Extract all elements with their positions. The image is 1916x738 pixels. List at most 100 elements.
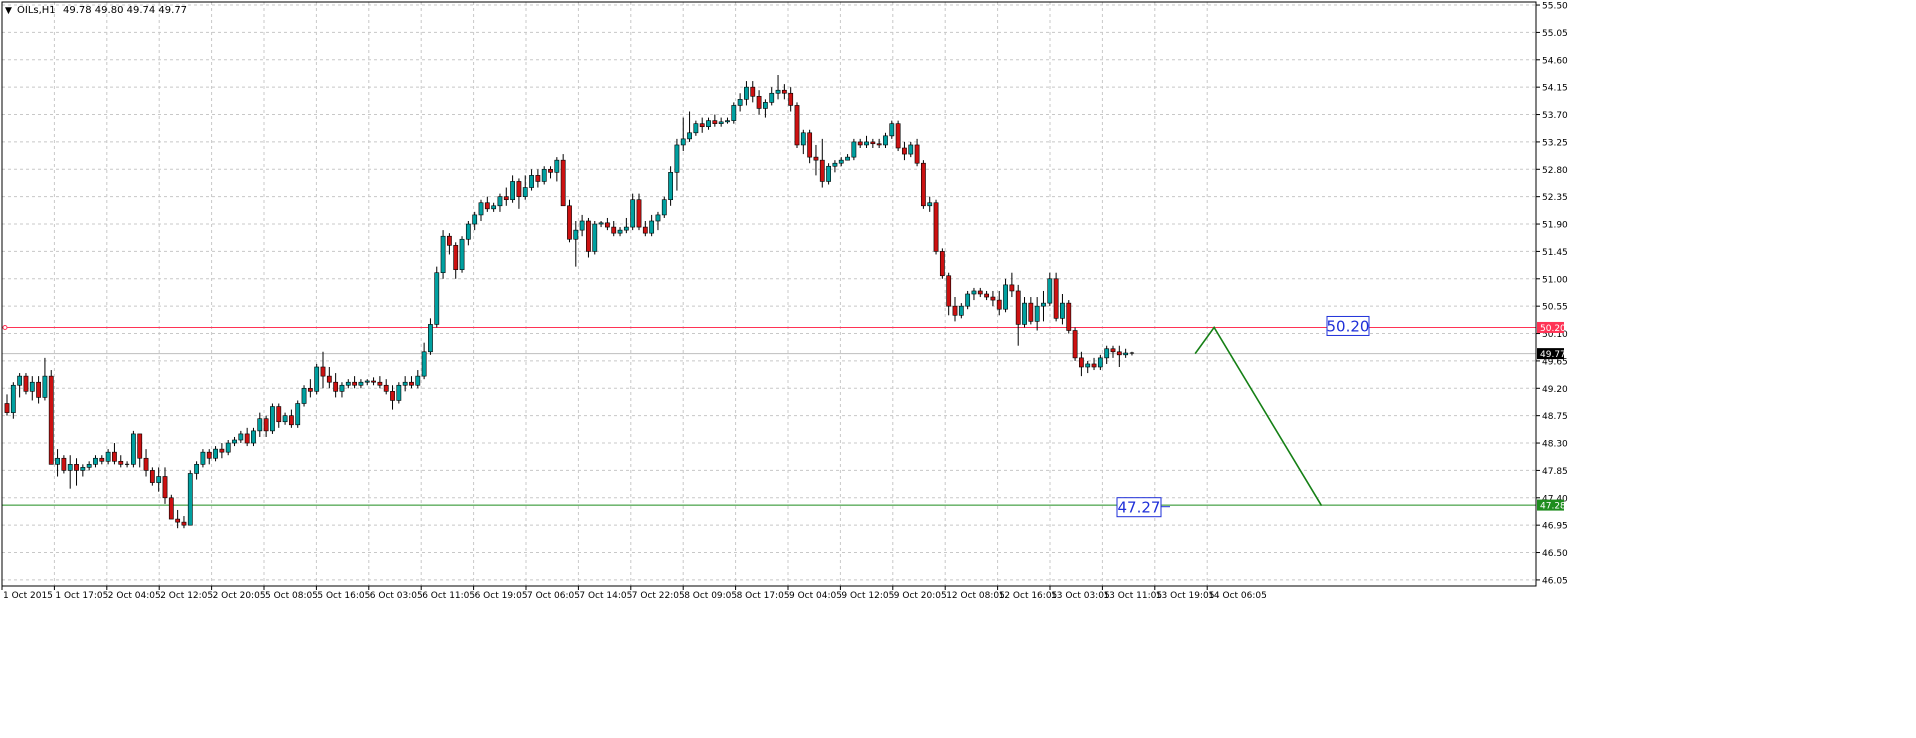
candle xyxy=(819,138,825,188)
annotation-label: 50.20 xyxy=(1327,317,1370,335)
candle-body xyxy=(535,175,541,182)
candle xyxy=(288,409,294,428)
candle xyxy=(592,221,598,255)
candle-body xyxy=(1028,302,1034,322)
candle xyxy=(428,318,433,355)
candle-body xyxy=(491,205,497,210)
projection-line xyxy=(1194,326,1323,507)
candle-body xyxy=(725,120,730,123)
candle xyxy=(883,132,888,148)
candle xyxy=(371,377,376,386)
candle xyxy=(857,138,863,148)
candle-body xyxy=(826,165,831,182)
candle xyxy=(744,81,749,106)
candle-body xyxy=(503,196,509,201)
x-tick-label: 7 Oct 06:05 xyxy=(527,591,580,601)
candle-body xyxy=(364,380,370,383)
candle xyxy=(642,221,648,237)
candle-body xyxy=(718,121,724,124)
candle-body xyxy=(1034,305,1040,322)
candle-body xyxy=(257,418,263,432)
y-tick-label: 52.80 xyxy=(1542,166,1568,176)
candle xyxy=(383,379,389,395)
candle-body xyxy=(168,497,174,520)
candle-body xyxy=(232,439,237,444)
candle-body xyxy=(244,433,250,444)
collapse-arrow-icon[interactable]: ▼ xyxy=(5,6,12,16)
candle xyxy=(990,290,996,307)
candle xyxy=(48,370,54,465)
candle xyxy=(86,461,92,471)
candle xyxy=(560,154,566,207)
candle xyxy=(535,169,541,188)
x-tick-label: 13 Oct 03:05 xyxy=(1051,591,1110,601)
candle xyxy=(434,266,440,328)
candle xyxy=(604,217,610,231)
candle-body xyxy=(36,381,41,398)
candle-body xyxy=(48,375,54,465)
candle-body xyxy=(731,105,737,121)
candle xyxy=(358,379,364,389)
candle-body xyxy=(611,226,617,234)
candle-body xyxy=(560,159,566,207)
candle-body xyxy=(390,391,395,401)
candle-body xyxy=(213,448,218,459)
candle-body xyxy=(952,305,958,316)
candle-body xyxy=(339,384,345,392)
candle-body xyxy=(434,272,440,325)
candle-body xyxy=(775,89,781,94)
x-tick-label: 8 Oct 17:05 xyxy=(737,591,790,601)
candle-body xyxy=(883,135,888,146)
candle-body xyxy=(320,366,326,377)
candle-body xyxy=(187,473,193,526)
candle-body xyxy=(762,102,768,109)
candle xyxy=(933,199,939,255)
candle xyxy=(845,154,850,161)
candle-body xyxy=(206,451,212,459)
x-tick-label: 9 Oct 20:05 xyxy=(894,591,947,601)
candle xyxy=(55,449,60,477)
candle xyxy=(586,217,591,258)
candle xyxy=(276,403,282,428)
candle xyxy=(775,75,781,100)
candle-body xyxy=(484,202,490,210)
candle xyxy=(870,138,876,148)
candle-body xyxy=(162,476,168,499)
candle xyxy=(1091,357,1097,371)
candle-body xyxy=(857,141,863,146)
candle-body xyxy=(358,381,364,386)
axes: 55.50 55.05 54.60 54.15 53.70 53.25 52.80 52.35… xyxy=(1,1,1568,601)
candle-body xyxy=(769,92,775,103)
y-tick-label: 46.50 xyxy=(1542,549,1568,559)
candle-body xyxy=(409,381,414,386)
candle-body xyxy=(687,132,692,140)
candle-body xyxy=(194,464,199,474)
candle-body xyxy=(1015,290,1021,325)
candle xyxy=(1022,297,1027,328)
candle xyxy=(238,430,244,444)
candle xyxy=(17,373,23,398)
candle-body xyxy=(655,214,661,222)
candle xyxy=(902,141,907,161)
y-tick-label: 51.00 xyxy=(1542,275,1568,285)
candle xyxy=(630,193,636,231)
candle-body xyxy=(93,457,98,465)
candle-body xyxy=(984,293,989,298)
candle xyxy=(453,242,459,279)
candle xyxy=(1041,290,1046,322)
candle xyxy=(788,87,794,112)
annotation-label: 47.27 xyxy=(1118,499,1161,517)
candle xyxy=(813,144,819,176)
candle xyxy=(1129,351,1135,356)
candle-body xyxy=(788,92,794,106)
candle-body xyxy=(516,181,522,197)
candle-body xyxy=(55,457,60,465)
candle xyxy=(307,379,313,398)
candle-body xyxy=(674,144,680,173)
candle-body xyxy=(889,123,895,137)
candle xyxy=(1028,297,1034,325)
candle-body xyxy=(200,451,206,465)
candle xyxy=(105,449,111,465)
candle xyxy=(112,443,117,465)
